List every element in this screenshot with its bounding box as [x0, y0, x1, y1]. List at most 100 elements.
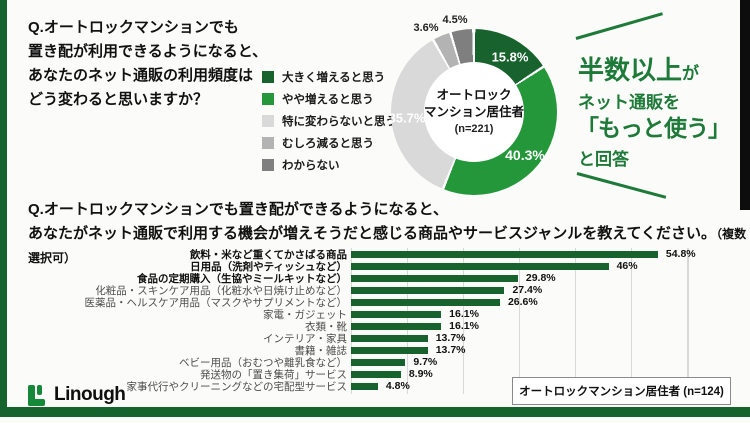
- bar-track: 16.1%: [351, 320, 738, 332]
- bar-track: 13.7%: [351, 344, 738, 356]
- bar-fill: [351, 274, 518, 282]
- legend-label: むしろ減ると思う: [282, 138, 374, 150]
- bar-category-label: 発送物の「置き集荷」サービス: [200, 368, 347, 381]
- bar-row: 書籍・雑誌 13.7%: [28, 344, 738, 357]
- multi-select-note: （複数選択可）: [28, 227, 747, 265]
- bar-row: 飲料・米など重くてかさばる商品 54.8%: [28, 248, 738, 261]
- bar-row: 日用品（洗剤やティッシュなど） 46%: [28, 260, 738, 273]
- left-frame-strip: [0, 0, 7, 417]
- bar-category-label: 日用品（洗剤やティッシュなど）: [190, 260, 347, 273]
- legend-label: 大きく増えると思う: [282, 72, 386, 84]
- bar-track: 54.8%: [351, 248, 738, 260]
- bar-value-label: 16.1%: [449, 308, 479, 320]
- bar-fill: [351, 346, 428, 354]
- donut-chart: オートロック マンション居住者 (n=221) 15.8% 40.3% 35.7…: [388, 14, 557, 195]
- legend-label: 特に変わらないと思う: [282, 116, 397, 128]
- bar-category-label: インテリア・家具: [263, 332, 347, 345]
- question-2-line: あなたがネット通販で利用する機会が増えそうだと感じる商品やサービスジャンルを教え…: [28, 222, 750, 270]
- callout-particle: が: [682, 64, 700, 83]
- bar-chart-gridlines: [351, 248, 689, 394]
- question-1: Q.オートロックマンションでも 置き配が利用できるようになると、 あなたのネット…: [28, 16, 267, 112]
- bar-value-label: 27.4%: [512, 284, 543, 296]
- bottom-frame-bar: [0, 407, 750, 417]
- bar-track: 46%: [351, 260, 738, 272]
- bar-value-label: 46%: [616, 260, 638, 272]
- donut-slice-label: 40.3%: [505, 147, 545, 163]
- donut-center-line: マンション居住者: [424, 105, 525, 119]
- bar-track: 9.7%: [351, 356, 738, 368]
- legend-item: やや増えると思う: [262, 88, 397, 110]
- callout-slash-top: [575, 12, 663, 40]
- bar-category-label: 食品の定期購入（生協やミールキットなど）: [137, 272, 347, 285]
- legend-item: わからない: [262, 154, 397, 176]
- bar-chart-sample-box: オートロックマンション居住者 (n=124): [512, 377, 731, 405]
- donut-center-line: オートロック: [436, 88, 512, 102]
- callout-line-3: 「もっと使う」: [576, 115, 731, 141]
- bar-value-label: 4.8%: [385, 380, 410, 392]
- question-2-text: あなたがネット通販で利用する機会が増えそうだと感じる商品やサービスジャンルを教え…: [28, 225, 717, 242]
- donut-sample-size: (n=221): [454, 123, 494, 135]
- bar-track: 29.8%: [351, 272, 738, 284]
- brand-name: Linough: [54, 384, 126, 405]
- bar-track: 27.4%: [351, 284, 738, 296]
- bar-row: ベビー用品（おむつや離乳食など） 9.7%: [28, 356, 738, 369]
- bar-row: 家事代行やクリーニングなどの宅配型サービス 4.8%: [28, 380, 738, 393]
- bar-value-label: 29.8%: [525, 272, 556, 284]
- bar-value-label: 16.1%: [449, 320, 479, 332]
- bar-category-label: 家事代行やクリーニングなどの宅配型サービス: [126, 380, 348, 393]
- bar-value-label: 13.7%: [435, 332, 466, 344]
- donut-slice-label: 15.8%: [491, 49, 529, 65]
- bar-fill: [351, 250, 658, 258]
- legend-swatch-icon: [262, 159, 274, 171]
- bar-category-label: 飲料・米など重くてかさばる商品: [189, 248, 347, 261]
- bar-row: 発送物の「置き集荷」サービス 8.9%: [28, 368, 738, 381]
- question-1-line: 置き配が利用できるようになると、: [28, 43, 268, 60]
- legend-label: わからない: [282, 160, 340, 172]
- legend-label: やや増えると思う: [282, 94, 374, 106]
- callout-line-4: と回答: [578, 150, 629, 169]
- bar-track: 8.9%: [351, 368, 738, 380]
- callout-slash-bottom: [576, 172, 667, 199]
- question-2-line: Q.オートロックマンションでも置き配ができるようになると、: [28, 201, 448, 218]
- question-1-line: Q.オートロックマンションでも: [28, 19, 239, 36]
- bar-row: インテリア・家具 13.7%: [28, 332, 738, 345]
- callout-line-2: ネット通販を: [578, 93, 680, 112]
- bar-track: 26.6%: [351, 296, 738, 308]
- bar-fill: [351, 358, 406, 366]
- bar-track: 4.8%: [351, 380, 738, 392]
- question-1-line: あなたのネット通販の利用頻度は: [28, 67, 254, 84]
- bar-row: 食品の定期購入（生協やミールキットなど） 29.8%: [28, 272, 738, 285]
- linough-logo-icon: [28, 384, 48, 406]
- bar-fill: [351, 322, 442, 330]
- legend-swatch-icon: [262, 137, 274, 149]
- bar-fill: [351, 286, 505, 294]
- legend-item: むしろ減ると思う: [262, 132, 397, 154]
- bar-fill: [351, 310, 442, 318]
- bar-value-label: 8.9%: [408, 368, 433, 380]
- bar-category-label: 衣類・靴: [305, 320, 347, 333]
- question-2: Q.オートロックマンションでも置き配ができるようになると、 あなたがネット通販で…: [28, 198, 750, 270]
- bar-fill: [351, 382, 378, 390]
- donut-slice-label: 4.5%: [442, 14, 468, 26]
- bar-value-label: 9.7%: [413, 356, 438, 368]
- bar-category-label: 医薬品・ヘルスケア用品（マスクやサプリメントなど）: [84, 296, 348, 309]
- callout-line-1: 半数以上が: [578, 50, 699, 87]
- bar-row: 衣類・靴 16.1%: [28, 320, 738, 333]
- bar-row: 医薬品・ヘルスケア用品（マスクやサプリメントなど） 26.6%: [28, 296, 738, 309]
- bar-track: 13.7%: [351, 332, 738, 344]
- bar-value-label: 54.8%: [665, 248, 696, 260]
- legend-item: 大きく増えると思う: [262, 66, 397, 88]
- bar-row: 家電・ガジェット 16.1%: [28, 308, 738, 321]
- donut-center-label: オートロック マンション居住者 (n=221): [424, 62, 524, 162]
- donut-slice-label: 35.7%: [388, 110, 426, 126]
- donut-slice-label: 3.6%: [413, 22, 439, 34]
- bar-fill: [351, 298, 500, 306]
- legend-item: 特に変わらないと思う: [262, 110, 397, 132]
- bar-category-label: 書籍・雑誌: [294, 344, 348, 357]
- bar-category-label: ベビー用品（おむつや離乳食など）: [179, 356, 347, 369]
- right-edge-strip: [740, 0, 750, 210]
- bar-chart: 飲料・米など重くてかさばる商品 54.8% 日用品（洗剤やティッシュなど） 46% 食品…: [28, 248, 738, 393]
- bar-track: 16.1%: [351, 308, 738, 320]
- bar-category-label: 化粧品・スキンケア用品（化粧水や日焼け止めなど）: [95, 284, 347, 297]
